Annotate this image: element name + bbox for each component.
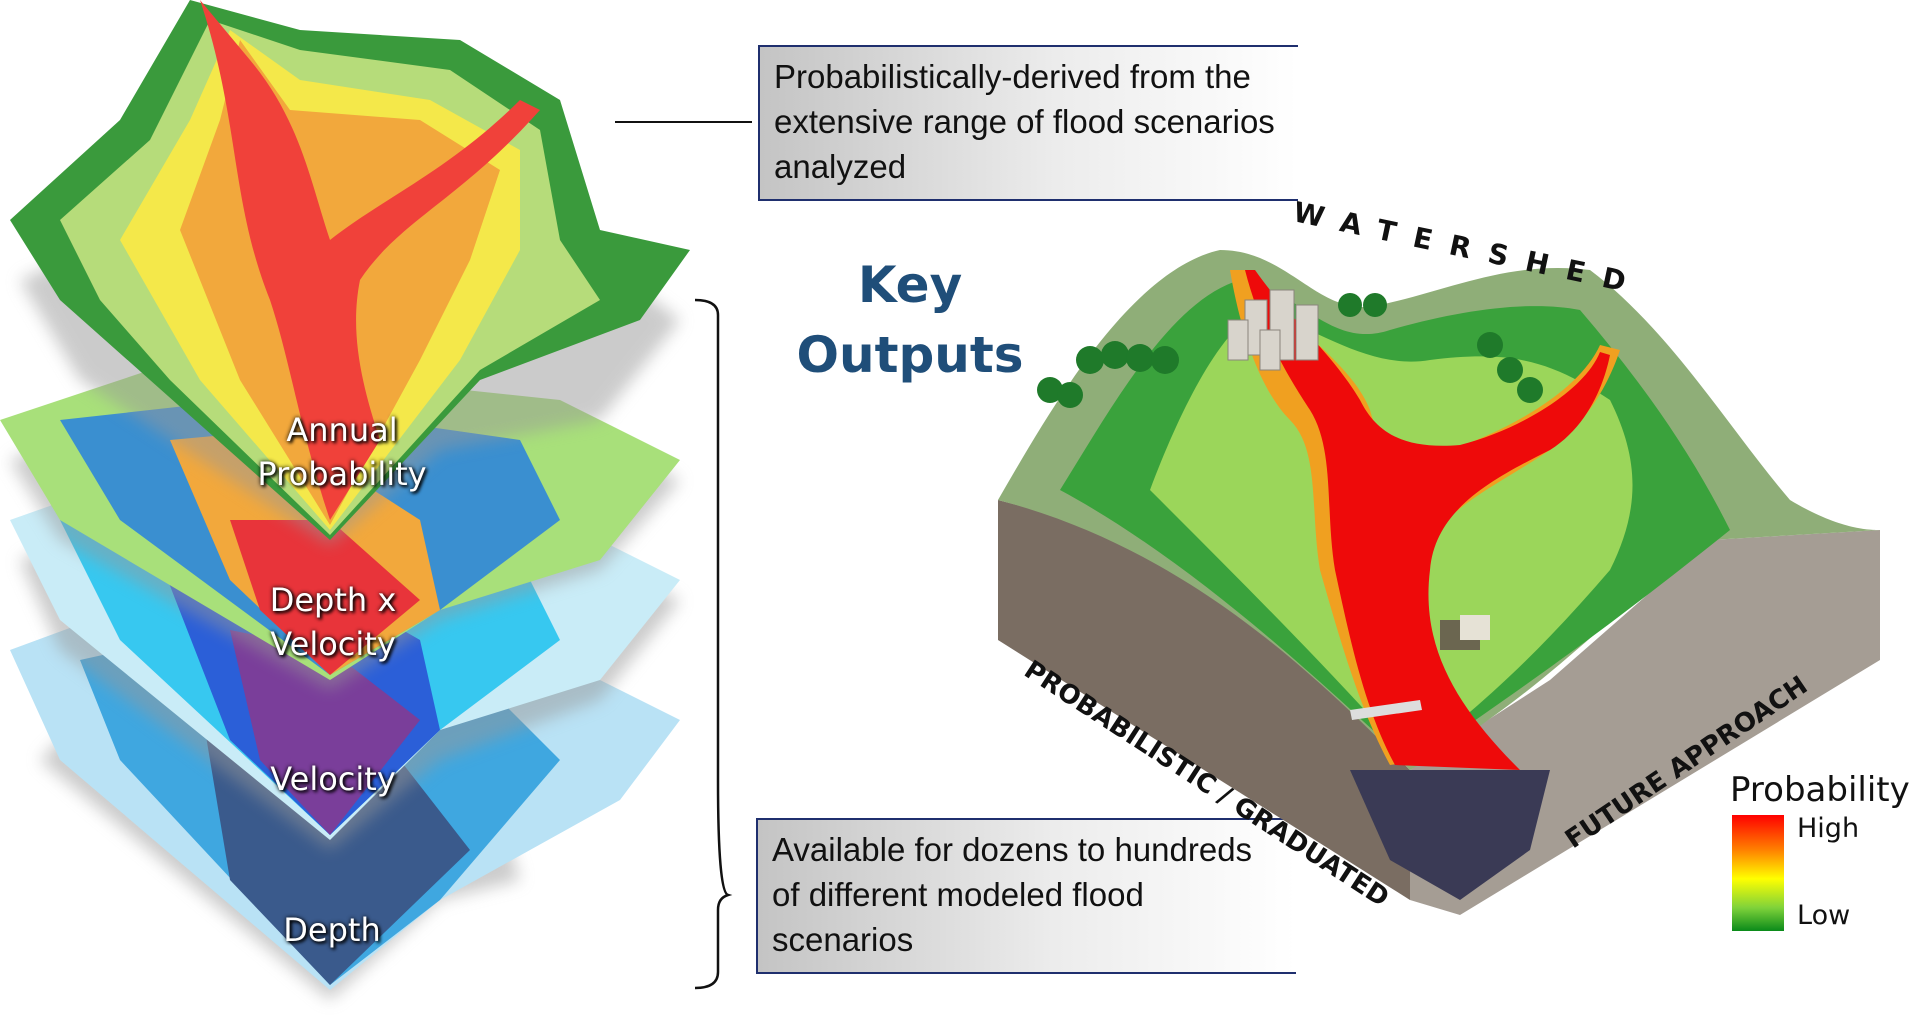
layer-label-line: Velocity [270, 625, 396, 663]
factory [1440, 615, 1490, 650]
layer-label-annual-probability: Annual Probability [212, 408, 472, 496]
city-buildings [1227, 289, 1319, 371]
layer-label-line: Depth x [269, 581, 397, 619]
layer-label-velocity: Velocity [270, 760, 396, 798]
layer-label-line: Annual [286, 411, 398, 449]
river-cut [1350, 770, 1550, 900]
layer-label-depth: Depth [283, 911, 381, 949]
annual-probability-layer [10, 0, 690, 545]
key-outputs-line1: Key [857, 256, 963, 314]
watershed-illustration [998, 250, 1880, 915]
top-callout: Probabilistically-derived from the exten… [758, 45, 1298, 201]
legend-high-label: High [1797, 813, 1860, 844]
key-outputs-line2: Outputs [796, 326, 1024, 384]
legend-gradient-bar [1732, 815, 1784, 931]
block-left-face [998, 500, 1410, 900]
bracket [694, 298, 733, 990]
stacked-map-layers [0, 0, 690, 1000]
trees [1037, 293, 1543, 408]
connector-lines [615, 121, 752, 990]
bottom-callout: Available for dozens to hundreds of diff… [756, 818, 1296, 974]
layer-label-line: Probability [257, 455, 427, 493]
dam [1350, 700, 1422, 720]
legend-title: Probability [1730, 770, 1910, 810]
key-outputs-heading: Key Outputs [780, 250, 1040, 390]
river [1245, 270, 1610, 770]
legend-low-label: Low [1797, 900, 1851, 931]
layer-label-depth-x-velocity: Depth x Velocity [203, 578, 463, 666]
